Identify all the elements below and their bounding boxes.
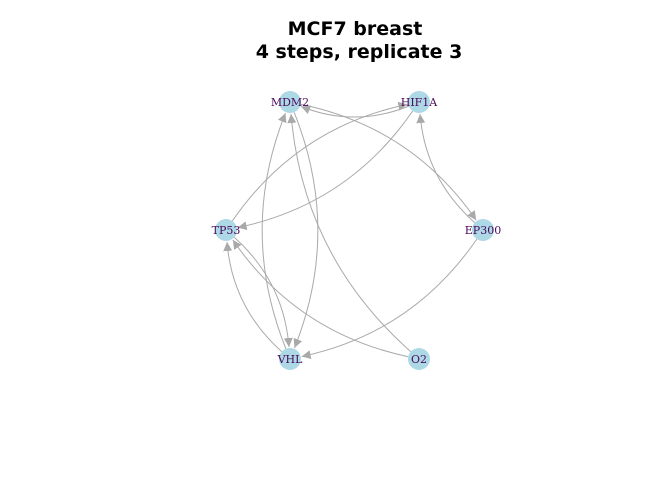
node-label-mdm2: MDM2 (271, 96, 309, 109)
node-label-hif1a: HIF1A (401, 96, 439, 109)
edge-tp53-to-vhl (233, 236, 293, 348)
node-label-ep300: EP300 (465, 224, 501, 237)
edge-o2-to-tp53 (232, 239, 409, 358)
node-label-vhl: VHL (277, 353, 304, 366)
node-circle-ep300 (472, 219, 494, 241)
diagram-title-line-2: 4 steps, replicate 3 (256, 41, 463, 63)
edge-mdm2-to-vhl (293, 112, 319, 349)
node-hif1a: HIF1A (401, 91, 439, 113)
node-o2: O2 (408, 348, 430, 370)
edge-vhl-to-mdm2 (261, 112, 287, 349)
nodes-layer: MDM2 HIF1A TP53 EP300 VHL O2 (212, 91, 501, 370)
node-ep300: EP300 (465, 219, 501, 241)
node-circle-tp53 (215, 219, 237, 241)
edge-ep300-to-vhl (301, 238, 478, 360)
edge-mdm2-to-ep300 (300, 103, 477, 221)
edges-layer (223, 101, 478, 360)
node-circle-vhl (279, 348, 301, 370)
node-circle-hif1a (408, 91, 430, 113)
edge-o2-to-mdm2 (287, 113, 412, 353)
node-label-o2: O2 (411, 353, 427, 366)
edge-tp53-to-hif1a (231, 101, 408, 222)
node-mdm2: MDM2 (271, 91, 309, 113)
node-tp53: TP53 (212, 219, 241, 241)
node-circle-o2 (408, 348, 430, 370)
edge-hif1a-to-tp53 (237, 110, 414, 231)
node-label-tp53: TP53 (212, 224, 241, 237)
edge-vhl-to-tp53 (223, 241, 283, 353)
edge-ep300-to-hif1a (416, 113, 476, 224)
edge-hif1a-to-mdm2 (300, 105, 409, 118)
node-circle-mdm2 (279, 91, 301, 113)
diagram-title-line-1: MCF7 breast (288, 18, 423, 40)
node-vhl: VHL (277, 348, 304, 370)
